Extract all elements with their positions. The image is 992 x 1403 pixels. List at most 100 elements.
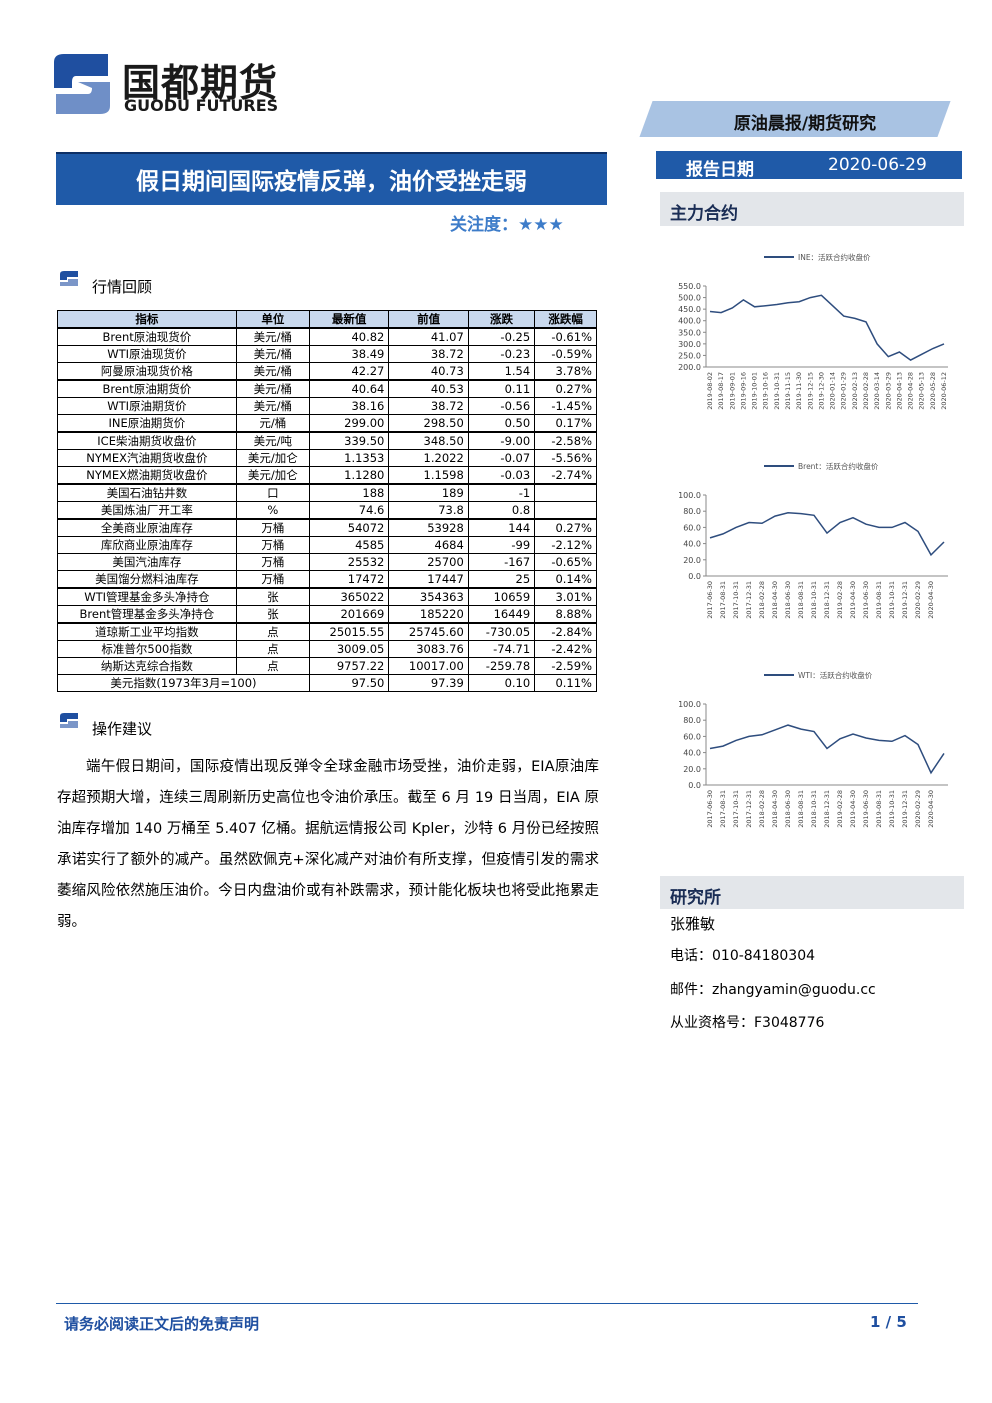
x-tick-label: 2018-02-28	[758, 581, 766, 619]
line-series	[709, 294, 945, 361]
x-tick-label: 2017-12-31	[745, 790, 753, 828]
table-cell: 16449	[467, 605, 536, 624]
table-cell	[534, 501, 597, 520]
table-row: Brent原油现货价 美元/桶 40.82 41.07 -0.25 -0.61%	[57, 327, 597, 346]
x-tick-label: 2020-04-30	[927, 581, 935, 619]
table-row: WTI管理基金多头净持仓张 365022 354363 10659 3.01%	[57, 587, 597, 606]
x-tick-label: 2017-08-31	[719, 790, 727, 828]
market-table: 指标 单位 最新值 前值 涨跌 涨跌幅 Brent原油现货价 美元/桶 40.82 41.07 -0…	[57, 310, 597, 692]
table-cell: 25745.60	[388, 622, 469, 641]
table-cell: 美国炼油厂开工率	[57, 501, 237, 520]
table-cell: 美元/桶	[235, 362, 310, 381]
table-cell: -0.61%	[534, 327, 597, 346]
x-tick-label: 2019-04-30	[849, 581, 857, 619]
x-tick-label: 2019-09-01	[728, 372, 736, 410]
y-tick-label: 250.0	[678, 351, 701, 360]
attention: 关注度：★★★	[450, 210, 564, 235]
table-cell: -2.58%	[534, 431, 597, 450]
logo-cn: 国都期货	[122, 61, 279, 105]
table-cell: 188	[308, 483, 390, 502]
x-tick-label: 2019-04-30	[849, 790, 857, 828]
table-cell: 美国汽油库存	[57, 553, 237, 571]
table-cell: 40.73	[388, 362, 469, 381]
y-tick-label: 40.0	[683, 749, 701, 758]
table-cell: -167	[467, 553, 536, 571]
line-series	[709, 724, 945, 775]
x-tick-label: 2020-02-29	[914, 790, 922, 828]
table-cell: 张	[235, 605, 310, 624]
table-cell: 365022	[308, 587, 390, 606]
sidebar-bar	[660, 192, 964, 226]
date-label: 报告日期	[686, 160, 754, 180]
x-tick-label: 2020-06-12	[940, 372, 948, 410]
phone: 电话：010-84180304	[670, 948, 816, 964]
x-tick-label: 2018-06-30	[784, 790, 792, 828]
table-cell: 41.07	[388, 327, 469, 346]
table-row: WTI原油期货价 美元/桶 38.16 38.72 -0.56 -1.45%	[57, 397, 597, 415]
table-cell: 美元/吨	[235, 431, 310, 450]
column-header: 涨跌幅	[534, 310, 597, 329]
table-cell: 美元指数(1973年3月=100)	[57, 674, 310, 692]
table-cell: 3.78%	[534, 362, 597, 381]
table-row: NYMEX燃油期货收盘价 美元/加仑 1.1280 1.1598 -0.03 -2.74%	[57, 466, 597, 485]
table-row: INE原油期货价 元/桶 299.00 298.50 0.50 0.17%	[57, 414, 597, 433]
y-tick-label: 20.0	[683, 765, 701, 774]
table-cell: 点	[235, 640, 310, 658]
chart: 0.0 20.0 40.0 60.0 80.0 100.0 2017-06-30 2017-0…	[678, 670, 948, 828]
table-cell: 万桶	[235, 570, 310, 589]
category: 原油晨报/期货研究	[733, 114, 877, 134]
table-cell: 张	[235, 587, 310, 606]
table-cell: -2.42%	[534, 640, 597, 658]
table-cell: 点	[235, 657, 310, 675]
table-cell: -1	[467, 483, 536, 502]
x-tick-label: 2019-10-31	[888, 581, 896, 619]
table-cell: -2.74%	[534, 466, 597, 485]
table-cell: Brent原油现货价	[57, 327, 237, 346]
table-cell: -0.59%	[534, 345, 597, 363]
x-tick-label: 2019-09-16	[739, 372, 747, 410]
table-cell: ICE柴油期货收盘价	[57, 431, 237, 450]
table-cell: 8.88%	[534, 605, 597, 624]
table-cell: 美国石油钻井数	[57, 483, 237, 502]
y-tick-label: 0.0	[688, 572, 701, 581]
table-cell: 97.39	[388, 674, 469, 692]
table-cell: WTI原油现货价	[57, 345, 237, 363]
x-tick-label: 2019-12-31	[901, 790, 909, 828]
y-tick-label: 20.0	[683, 556, 701, 565]
table-row: 阿曼原油现货价格 美元/桶 42.27 40.73 1.54 3.78%	[57, 362, 597, 381]
table-cell: 40.53	[388, 379, 469, 398]
y-tick-label: 450.0	[678, 305, 701, 314]
table-cell: 53928	[388, 518, 469, 537]
table-cell: 万桶	[235, 518, 310, 537]
analyst-name: 张雅敏	[670, 915, 716, 933]
table-row: 纳斯达克综合指数点 9757.22 10017.00 -259.78 -2.59%	[57, 657, 597, 675]
table-cell: 美国馏分燃料油库存	[57, 570, 237, 589]
y-tick-label: 60.0	[683, 523, 701, 532]
table-cell: 阿曼原油现货价格	[57, 362, 237, 381]
table-cell: %	[235, 501, 310, 520]
x-tick-label: 2019-02-28	[836, 790, 844, 828]
table-cell: 1.1280	[308, 466, 390, 485]
table-cell: -2.12%	[534, 536, 597, 554]
table-cell: -0.25	[467, 327, 536, 346]
email: 邮件：zhangyamin@guodu.cc	[670, 982, 876, 998]
table-cell: 38.72	[388, 345, 469, 363]
header-row: 指标 单位 最新值 前值 涨跌 涨跌幅	[57, 310, 597, 329]
table-cell: WTI管理基金多头净持仓	[57, 587, 237, 606]
title: 假日期间国际疫情反弹，油价受挫走弱	[136, 169, 527, 195]
table-cell: 74.6	[308, 501, 390, 520]
table-cell: -9.00	[467, 431, 536, 450]
x-tick-label: 2018-06-30	[784, 581, 792, 619]
table-cell: 0.8	[467, 501, 536, 520]
table-cell	[534, 483, 597, 502]
table-cell: 40.82	[308, 327, 390, 346]
table-row: 美国石油钻井数口 188 189 -1	[57, 483, 597, 502]
table-cell: 73.8	[388, 501, 469, 520]
table-cell: 9757.22	[308, 657, 390, 675]
table-cell: 0.27%	[534, 518, 597, 537]
x-tick-label: 2020-02-28	[862, 372, 870, 410]
table-cell: 299.00	[308, 414, 390, 433]
table-cell: -259.78	[467, 657, 536, 675]
x-tick-label: 2020-04-13	[895, 372, 903, 410]
